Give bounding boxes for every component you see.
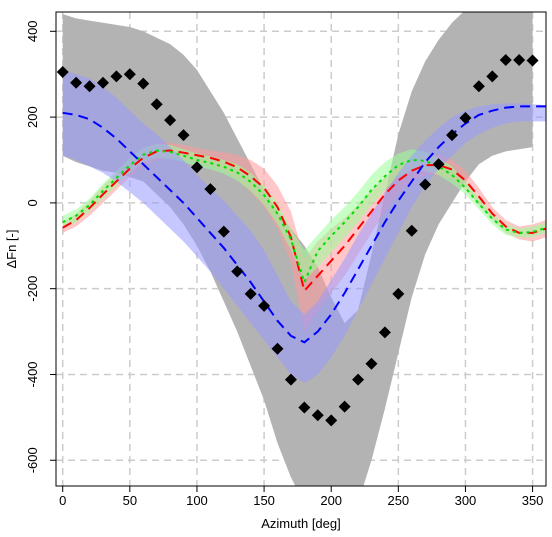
x-tick-label-4: 200: [320, 493, 342, 508]
data-point-29: [446, 129, 459, 142]
data-point-4: [110, 70, 123, 83]
data-point-6: [137, 77, 150, 90]
x-tick-label-3: 150: [253, 493, 275, 508]
x-tick-label-2: 100: [186, 493, 208, 508]
data-point-25: [392, 287, 405, 300]
y-tick-label-0: -600: [25, 447, 40, 473]
data-point-2: [83, 80, 96, 93]
data-point-19: [311, 409, 324, 422]
series-line-1: [62, 149, 546, 286]
y-tick-label-4: 200: [25, 106, 40, 128]
data-point-27: [419, 178, 432, 191]
band-1: [62, 142, 546, 332]
data-point-3: [96, 76, 109, 89]
x-tick-label-7: 350: [522, 493, 544, 508]
data-point-20: [325, 414, 338, 427]
data-point-33: [499, 54, 512, 67]
data-point-34: [513, 54, 526, 67]
data-point-18: [298, 401, 311, 414]
x-axis: 0 50 100 150 200 250 300 350: [59, 486, 543, 508]
data-point-14: [244, 287, 257, 300]
x-tick-label-6: 300: [455, 493, 477, 508]
uncertainty-bands: [62, 12, 546, 486]
band-2: [62, 143, 546, 281]
data-point-8: [164, 114, 177, 127]
data-point-31: [472, 80, 485, 93]
plot-frame: [55, 11, 547, 487]
data-point-16: [271, 342, 284, 355]
data-point-10: [190, 161, 203, 174]
data-point-30: [459, 111, 472, 124]
x-tick-label-5: 250: [387, 493, 409, 508]
x-tick-label-1: 50: [123, 493, 137, 508]
y-axis: -600 -400 -200 0 200 400: [25, 20, 56, 473]
data-point-1: [70, 76, 83, 89]
data-point-17: [284, 373, 297, 386]
data-point-5: [123, 68, 136, 81]
data-point-15: [258, 299, 271, 312]
data-point-7: [150, 98, 163, 111]
data-point-22: [352, 373, 365, 386]
x-axis-title: Azimuth [deg]: [261, 516, 341, 531]
data-point-11: [204, 183, 217, 196]
x-tick-label-0: 0: [59, 493, 66, 508]
y-axis-title: ΔFn [-]: [4, 229, 19, 268]
data-point-9: [177, 129, 190, 142]
y-tick-label-5: 400: [25, 20, 40, 42]
data-point-21: [338, 400, 351, 413]
data-point-0: [56, 66, 69, 79]
data-point-32: [486, 70, 499, 83]
data-point-26: [405, 224, 418, 237]
data-point-13: [231, 265, 244, 278]
data-point-24: [378, 326, 391, 339]
data-point-12: [217, 225, 230, 238]
y-tick-label-1: -400: [25, 361, 40, 387]
data-point-28: [432, 158, 445, 171]
data-points: [56, 54, 539, 427]
y-tick-label-3: 0: [25, 199, 40, 206]
data-point-23: [365, 357, 378, 370]
band-3: [62, 69, 546, 384]
data-point-35: [526, 54, 539, 67]
y-tick-label-2: -200: [25, 276, 40, 302]
